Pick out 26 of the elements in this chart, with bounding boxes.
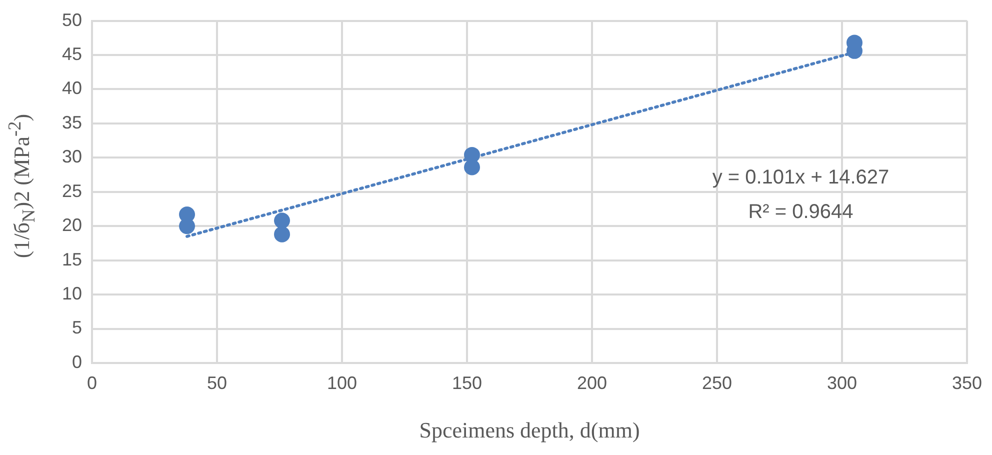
x-tick-label: 300 [826, 372, 858, 393]
x-tick-label: 0 [87, 372, 98, 393]
y-tick-label: 15 [62, 249, 82, 270]
point [274, 226, 290, 242]
y-tick-label: 10 [62, 284, 82, 304]
y-tick-label: 25 [62, 180, 82, 201]
x-tick-label: 350 [952, 372, 982, 393]
y-tick-label: 40 [62, 78, 82, 98]
y-tick-label: 30 [62, 146, 82, 167]
y-tick-label: 50 [62, 10, 82, 30]
y-tick-label: 35 [62, 112, 82, 132]
annotation: R² = 0.9644 [748, 200, 854, 223]
y-tick-label: 5 [72, 318, 82, 338]
x-tick-label: 50 [207, 372, 228, 393]
y-tick-label: 0 [72, 352, 82, 372]
y-tick-label: 45 [62, 44, 82, 64]
point [274, 212, 290, 229]
x-tick-label: 250 [702, 372, 732, 393]
annotation: y = 0.101x + 14.627 [712, 166, 890, 189]
y-tick-label: 20 [62, 215, 82, 236]
point [464, 159, 480, 176]
point [179, 218, 196, 234]
x-tick-label: 200 [576, 372, 608, 393]
x-tick-label: 150 [452, 372, 482, 393]
x-axis-title: Spceimens depth, d(mm) [419, 418, 640, 443]
x-tick-label: 100 [326, 372, 358, 393]
